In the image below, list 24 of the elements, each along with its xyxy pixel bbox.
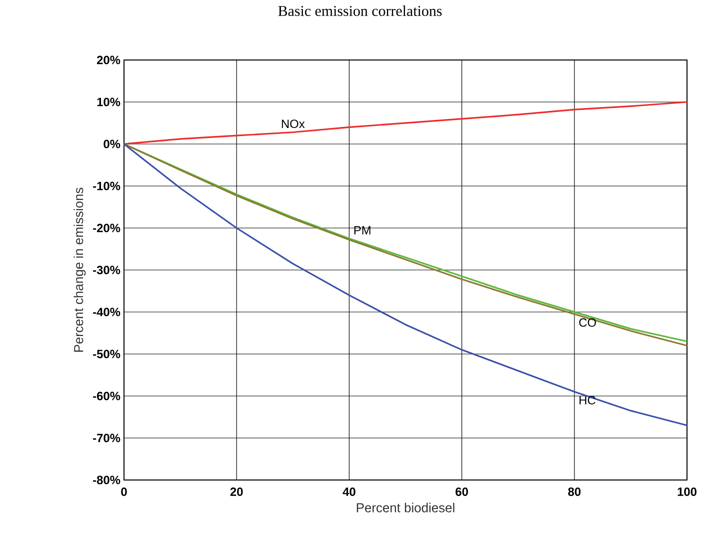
y-tick-label: -50% [93,350,120,358]
y-tick-label: -70% [93,434,120,442]
x-axis-title: Percent biodiesel [356,502,454,512]
series-label: CO [579,318,596,327]
y-tick-label: 20% [96,56,120,64]
chart-title: Basic emission correlations [278,6,442,16]
x-tick-label: 40 [342,488,356,496]
y-tick-label: 0% [104,140,120,148]
y-tick-label: -60% [93,392,120,400]
x-tick-label: 80 [568,488,581,496]
y-tick-label: -30% [93,266,120,274]
x-tick-label: 60 [456,488,468,496]
y-axis-title: Percent change in emissions [74,188,86,352]
y-tick-label: 10% [97,98,120,106]
x-tick-label: 100 [678,488,696,496]
y-tick-label: -20% [93,224,120,232]
series-label: NOx [282,120,305,128]
x-tick-label: 0 [121,488,127,496]
y-tick-label: -40% [93,308,120,316]
y-tick-label: -10% [93,182,120,190]
series-label: PM [354,226,370,234]
x-tick-label: 20 [230,488,243,496]
y-tick-label: -80% [93,476,120,484]
series-label: HC [580,396,596,404]
